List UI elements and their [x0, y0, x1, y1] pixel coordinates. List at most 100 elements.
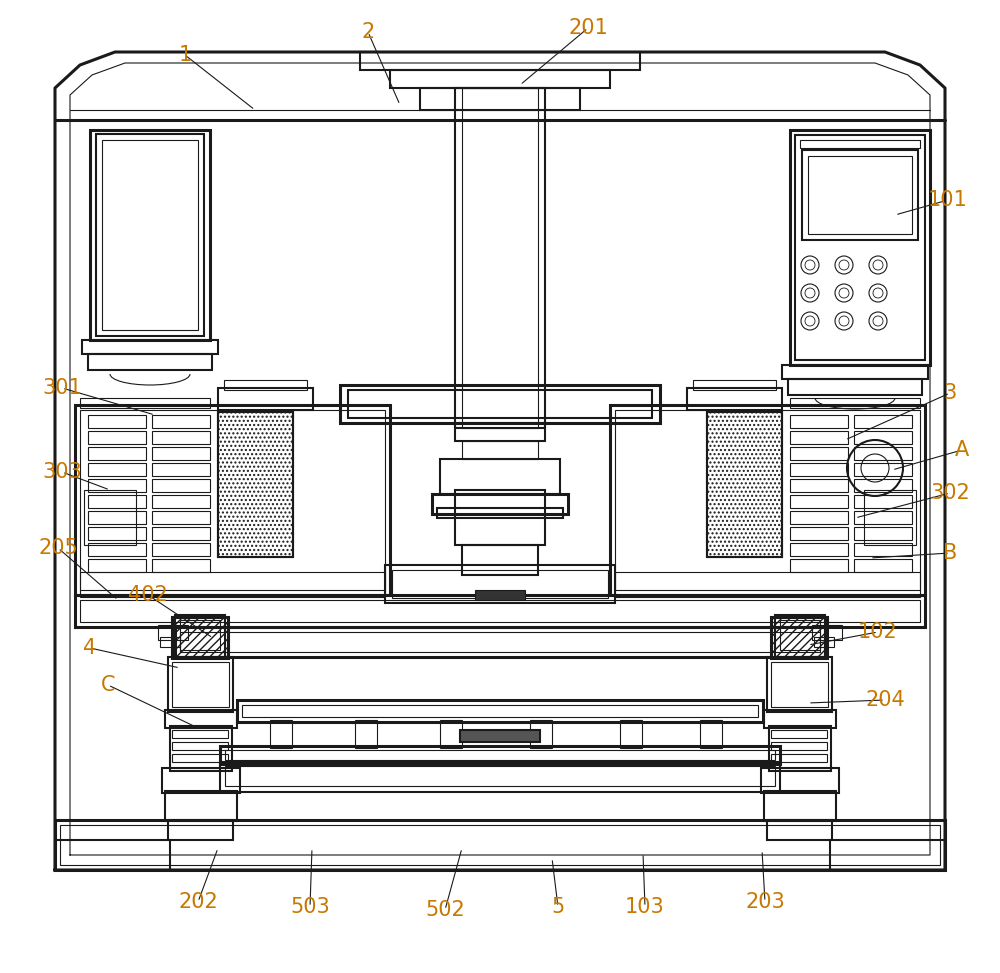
Bar — [782, 365, 928, 379]
Bar — [152, 543, 210, 556]
Text: 202: 202 — [178, 892, 218, 912]
Bar — [88, 559, 146, 572]
Bar — [771, 754, 827, 762]
Bar — [88, 543, 146, 556]
Bar — [152, 479, 210, 492]
Bar — [620, 720, 642, 748]
Bar — [772, 618, 827, 658]
Bar — [790, 398, 920, 408]
Bar — [152, 559, 210, 572]
Bar — [80, 410, 385, 590]
Bar — [242, 705, 758, 717]
Bar — [440, 720, 462, 748]
Bar — [152, 527, 210, 540]
Bar — [355, 720, 377, 748]
Bar — [830, 840, 945, 870]
Text: 502: 502 — [425, 900, 465, 920]
Bar — [790, 463, 848, 476]
Bar — [90, 130, 210, 340]
Bar — [225, 750, 775, 760]
Bar — [790, 130, 930, 365]
Bar — [854, 479, 912, 492]
Bar — [168, 820, 233, 840]
Bar — [761, 768, 839, 793]
Bar — [175, 627, 825, 657]
Text: 201: 201 — [568, 18, 608, 38]
Bar — [88, 495, 146, 508]
Bar — [790, 543, 848, 556]
Bar — [771, 742, 827, 750]
Text: 302: 302 — [930, 483, 970, 503]
Bar — [160, 637, 180, 647]
Bar — [360, 52, 640, 70]
Bar — [152, 463, 210, 476]
Bar — [152, 495, 210, 508]
Bar — [218, 412, 293, 557]
Bar — [88, 527, 146, 540]
Bar — [55, 840, 170, 870]
Bar — [168, 657, 233, 712]
Bar — [460, 730, 540, 742]
Bar — [220, 746, 780, 764]
Bar — [225, 766, 775, 786]
Bar — [790, 415, 848, 428]
Bar — [172, 754, 228, 762]
Bar — [790, 431, 848, 444]
Bar — [802, 150, 918, 240]
Bar — [172, 742, 228, 750]
Bar — [84, 490, 136, 545]
Bar — [437, 508, 563, 518]
Bar — [790, 495, 848, 508]
Text: C: C — [101, 675, 115, 695]
Bar — [462, 545, 538, 575]
Bar — [475, 590, 525, 600]
Bar — [165, 710, 237, 728]
Bar — [462, 88, 538, 428]
Text: A: A — [955, 440, 969, 460]
Text: 402: 402 — [128, 585, 168, 605]
Bar — [795, 135, 925, 360]
Bar — [767, 657, 832, 712]
Bar — [771, 662, 828, 707]
Bar — [165, 791, 237, 821]
Bar — [814, 637, 834, 647]
Text: 2: 2 — [361, 22, 375, 42]
Bar — [88, 479, 146, 492]
Text: 205: 205 — [38, 538, 78, 558]
Bar — [687, 388, 782, 410]
Bar — [440, 459, 560, 494]
Bar — [88, 447, 146, 460]
Bar — [707, 412, 782, 557]
Bar — [615, 410, 920, 590]
Bar — [854, 543, 912, 556]
Bar — [771, 730, 827, 738]
Text: 303: 303 — [42, 462, 82, 482]
Text: 5: 5 — [551, 897, 565, 917]
Bar — [385, 565, 615, 603]
Bar — [75, 405, 390, 595]
Bar — [162, 768, 240, 793]
Bar — [790, 511, 848, 524]
Bar — [693, 380, 776, 390]
Bar — [530, 720, 552, 748]
Bar — [88, 415, 146, 428]
Bar — [218, 412, 293, 557]
Text: 204: 204 — [865, 690, 905, 710]
Text: 301: 301 — [42, 378, 82, 398]
Bar — [610, 405, 925, 595]
Bar — [392, 570, 608, 598]
Bar — [764, 791, 836, 821]
Bar — [237, 700, 763, 722]
Bar — [172, 617, 229, 659]
Bar — [864, 490, 916, 545]
Text: B: B — [943, 543, 957, 563]
Text: 102: 102 — [858, 622, 898, 642]
Bar — [455, 490, 545, 545]
Bar — [180, 632, 820, 652]
Bar — [800, 140, 920, 148]
Bar — [55, 820, 945, 870]
Bar — [88, 463, 146, 476]
Bar — [771, 617, 828, 659]
Bar — [700, 720, 722, 748]
Text: 503: 503 — [290, 897, 330, 917]
